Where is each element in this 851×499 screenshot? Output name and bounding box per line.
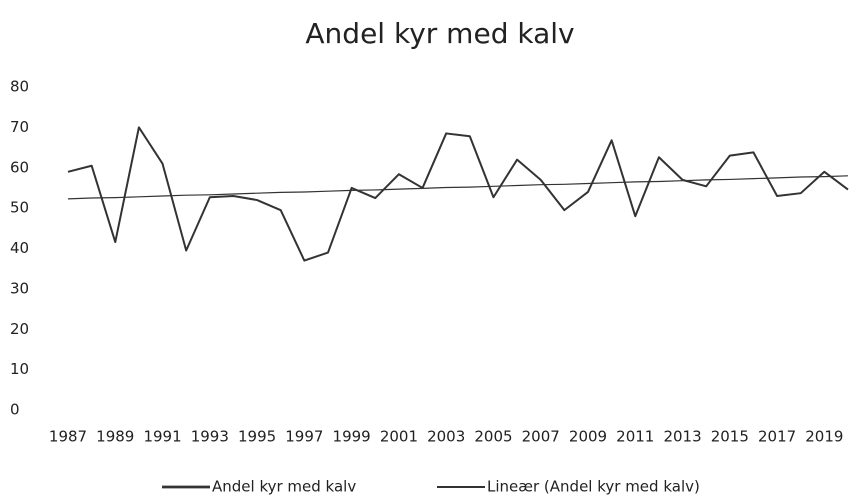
x-tick-label: 2011	[616, 428, 654, 446]
x-tick-label: 1999	[333, 428, 371, 446]
y-tick-label: 40	[10, 239, 29, 257]
x-tick-label: 2015	[711, 428, 749, 446]
series-line	[67, 175, 849, 200]
y-tick-label: 20	[10, 320, 29, 338]
legend-label: Lineær (Andel kyr med kalv)	[487, 478, 700, 496]
x-tick-label: 1997	[285, 428, 323, 446]
x-tick-label: 1991	[143, 428, 181, 446]
y-tick-label: 60	[10, 158, 29, 176]
x-tick-label: 2013	[663, 428, 701, 446]
chart-title: Andel kyr med kalv	[305, 17, 574, 50]
x-tick-label: 1993	[191, 428, 229, 446]
y-tick-label: 30	[10, 279, 29, 297]
x-tick-label: 1989	[96, 428, 134, 446]
x-tick-label: 2017	[758, 428, 796, 446]
legend-label: Andel kyr med kalv	[212, 478, 356, 496]
x-tick-label: 2007	[522, 428, 560, 446]
y-tick-label: 80	[10, 78, 29, 96]
x-tick-label: 1995	[238, 428, 276, 446]
x-tick-label: 1987	[49, 428, 87, 446]
x-tick-label: 2003	[427, 428, 465, 446]
x-tick-label: 2001	[380, 428, 418, 446]
x-tick-label: 2019	[805, 428, 843, 446]
y-tick-label: 10	[10, 360, 29, 378]
x-tick-label: 2005	[474, 428, 512, 446]
y-tick-label: 50	[10, 199, 29, 217]
y-tick-label: 70	[10, 118, 29, 136]
y-tick-label: 0	[10, 401, 20, 419]
series-line	[67, 126, 849, 262]
x-tick-label: 2009	[569, 428, 607, 446]
